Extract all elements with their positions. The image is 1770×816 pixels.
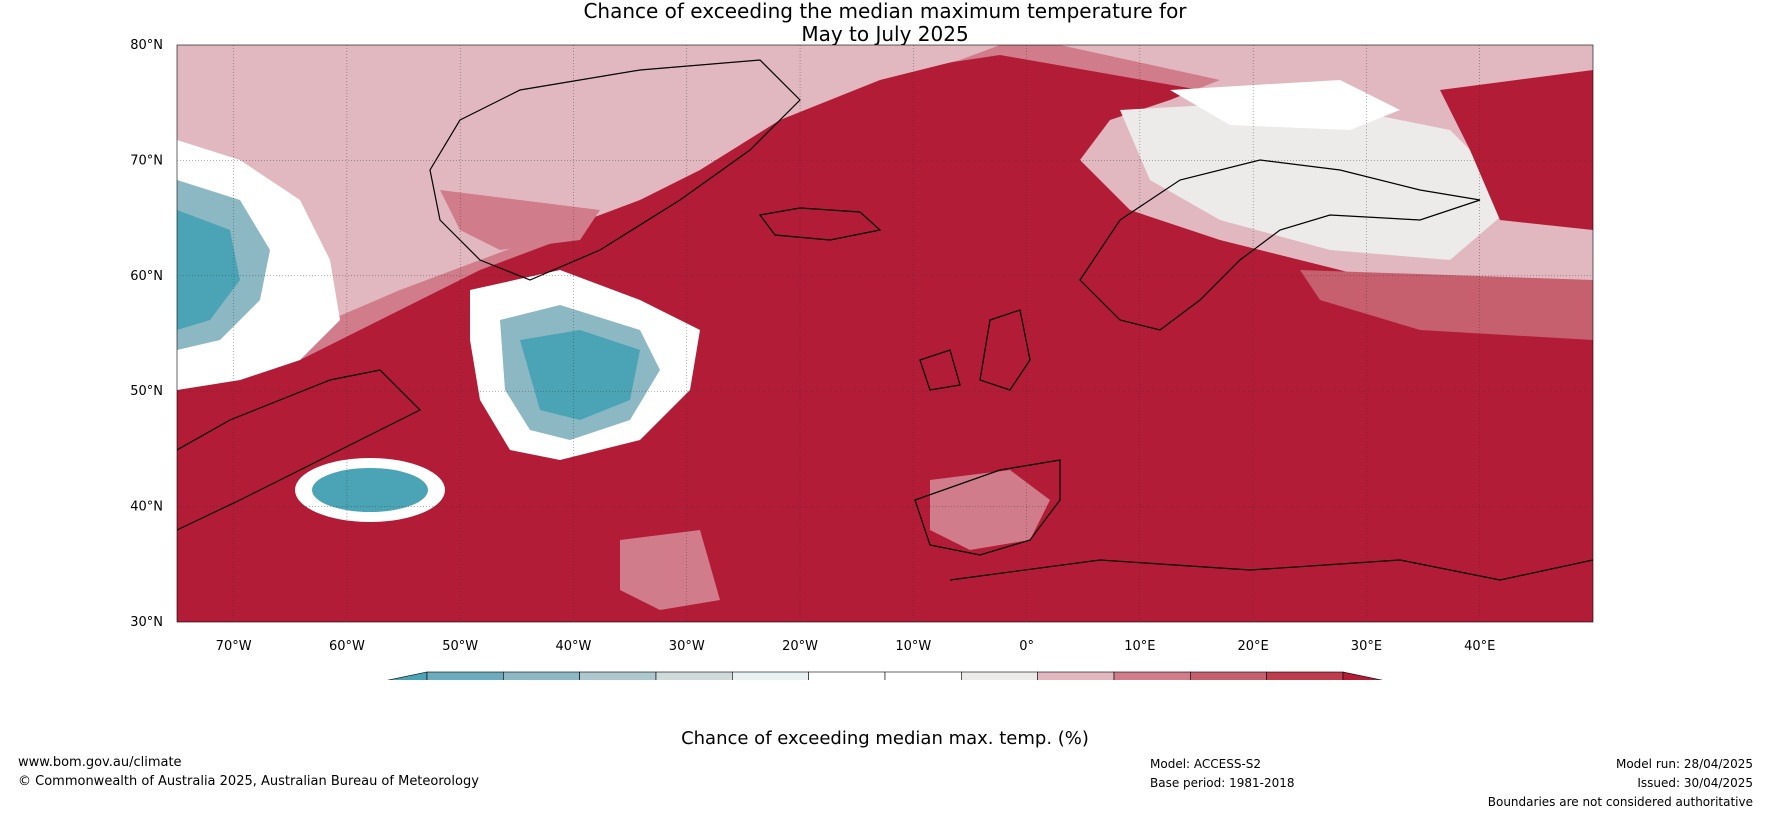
- footer-model-run: Model run: 28/04/2025: [1615, 757, 1753, 771]
- footer-issued: Issued: 30/04/2025: [1637, 776, 1753, 790]
- lon-label: 0°: [1019, 639, 1034, 654]
- map-panel: 80°N 70°N 60°N 50°N 40°N 30°N 70°W 60°W 50°W 40°…: [130, 38, 1594, 680]
- lon-label: 70°W: [216, 639, 252, 654]
- lon-label: 30°E: [1351, 639, 1382, 654]
- colorbar-segment: [1113, 671, 1191, 680]
- colorbar-extend-high: [1342, 671, 1383, 680]
- zone-20-south: [312, 468, 428, 512]
- probability-field: [177, 45, 1593, 622]
- map-svg: 80°N 70°N 60°N 50°N 40°N 30°N 70°W 60°W 50°W 40°…: [130, 38, 1594, 680]
- latitude-labels: 80°N 70°N 60°N 50°N 40°N 30°N: [130, 38, 163, 630]
- lon-label: 10°E: [1124, 639, 1155, 654]
- title-line-2: May to July 2025: [801, 22, 969, 46]
- colorbar-segment: [655, 671, 733, 680]
- lon-label: 30°W: [669, 639, 705, 654]
- lat-label: 30°N: [130, 615, 163, 630]
- colorbar-segment: [426, 671, 504, 680]
- lat-label: 60°N: [130, 269, 163, 284]
- colorbar-segment: [503, 671, 580, 680]
- footer-url: www.bom.gov.au/climate: [18, 755, 182, 770]
- colorbar-extend-low: [387, 671, 428, 680]
- colorbar-segment: [961, 671, 1038, 680]
- colorbar-segment: [808, 671, 886, 680]
- lon-label: 20°E: [1238, 639, 1269, 654]
- colorbar: [387, 671, 1383, 680]
- lon-label: 10°W: [895, 639, 931, 654]
- colorbar-segment: [579, 671, 657, 680]
- lat-label: 70°N: [130, 153, 163, 168]
- zone-65: [177, 45, 1000, 360]
- zone-50-arctic: [1170, 80, 1400, 130]
- title-line-1: Chance of exceeding the median maximum t…: [583, 0, 1187, 23]
- footer-disclaimer: Boundaries are not considered authoritat…: [1487, 795, 1753, 809]
- zone-70-iberia: [930, 470, 1050, 550]
- colorbar-segment: [1190, 671, 1267, 680]
- map-frame: [176, 44, 1594, 623]
- lon-label: 40°E: [1464, 639, 1495, 654]
- zone-70-subtropic: [620, 530, 720, 610]
- lat-label: 80°N: [130, 38, 163, 53]
- zone-75-russia: [1300, 270, 1593, 340]
- footer-copyright: © Commonwealth of Australia 2025, Austra…: [18, 774, 479, 789]
- footer-base-period: Base period: 1981-2018: [1150, 776, 1295, 790]
- lon-label: 40°W: [556, 639, 592, 654]
- zone-20-canada: [177, 210, 240, 330]
- colorbar-label: Chance of exceeding median max. temp. (%…: [681, 728, 1089, 749]
- colorbar-segment: [1266, 671, 1344, 680]
- footer-model: Model: ACCESS-S2: [1150, 757, 1262, 771]
- zone-80-east: [1440, 70, 1593, 230]
- lon-label: 50°W: [442, 639, 478, 654]
- colorbar-segment: [1037, 671, 1115, 680]
- colorbar-segment: [732, 671, 809, 680]
- longitude-labels: 70°W 60°W 50°W 40°W 30°W 20°W 10°W 0° 10°E 20°E 30…: [216, 639, 1496, 654]
- lon-label: 20°W: [782, 639, 818, 654]
- colorbar-segment: [884, 671, 962, 680]
- zone-20-atlantic: [520, 330, 640, 420]
- lat-label: 50°N: [130, 384, 163, 399]
- map-title: Chance of exceeding the median maximum t…: [0, 0, 1770, 46]
- zone-70-interior: [440, 190, 600, 250]
- coastlines: [177, 59, 1593, 581]
- lon-label: 60°W: [329, 639, 365, 654]
- gridlines: [177, 45, 1593, 622]
- lat-label: 40°N: [130, 500, 163, 515]
